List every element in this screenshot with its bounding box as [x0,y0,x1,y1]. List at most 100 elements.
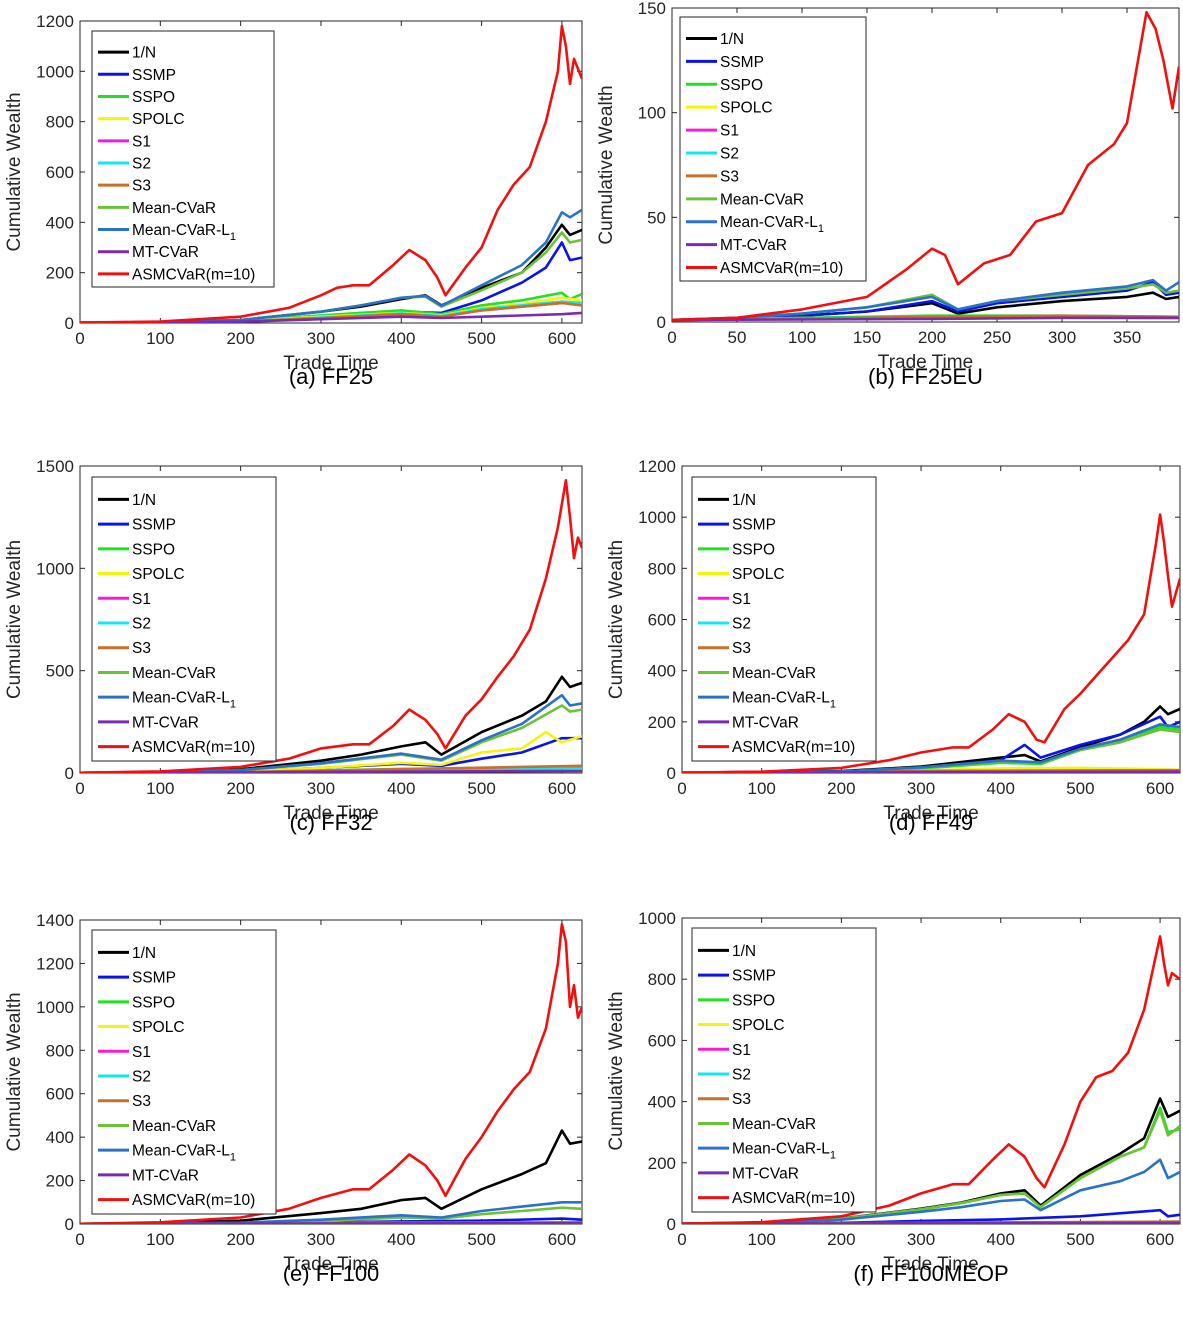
y-tick-label: 500 [46,662,74,681]
legend: 1/N SSMP SSPO SPOLC S1 S2 S3 Mean-CVaR Mean-CVaR… [91,476,277,762]
legend-label-sspo: SSPO [732,541,775,558]
y-tick-label: 1000 [638,909,676,928]
y-tick-label: 200 [46,1172,74,1191]
chart-panel-1: 0 100 200 300 400 500 600 0 200 400 600 800 1000 1200… [4,12,583,389]
x-tick-label: 300 [907,1230,935,1249]
y-tick-label: 50 [647,208,666,227]
legend-label-subscript: 1 [830,699,836,711]
legend-label-text: S3 [132,640,151,657]
x-tick-label: 100 [146,1230,174,1249]
legend-label-ssmp: SSMP [732,968,776,985]
chart-panel-4: 0 100 200 300 400 500 600 0 200 400 600 800 1000 1200… [606,457,1181,835]
x-tick-label: 200 [918,328,946,347]
x-tick-label: 200 [226,779,254,798]
legend-label-text: Mean-CVaR-L [732,1141,830,1158]
legend-label-text: SSMP [132,970,176,987]
series-line-mean-cvar-l [672,278,1179,322]
y-tick-label: 800 [46,1041,74,1060]
series-line-asmcvar-m-10 [80,24,582,323]
y-axis-label: Cumulative Wealth [4,540,25,699]
series-group [682,513,1180,773]
x-tick-label: 0 [677,1230,686,1249]
legend-label-text: 1/N [132,492,156,509]
legend-label-text: 1/N [132,45,156,62]
x-tick-label: 600 [548,329,576,348]
legend-label-text: Mean-CVaR [132,665,216,682]
legend-label-subscript: 1 [230,699,236,711]
legend: 1/N SSMP SSPO SPOLC S1 S2 S3 Mean-CVaR Mean-CVaR… [91,30,275,288]
legend-label-sspo: SSPO [132,994,175,1011]
legend-label-text: S1 [732,1042,751,1059]
legend-label-mean-cvar-l: Mean-CVaR-L1 [720,214,824,235]
series-line-asmcvar-m-10 [682,513,1180,773]
legend-label-text: Mean-CVaR [720,191,804,208]
x-tick-label: 200 [226,329,254,348]
legend-label-s1: S1 [732,1042,751,1059]
x-axis-label: Trade Time [283,353,378,374]
legend-label-mean-cvar: Mean-CVaR [732,665,816,682]
x-tick-label: 300 [307,779,335,798]
legend-label-s1: S1 [132,1044,151,1061]
y-tick-label: 400 [46,213,74,232]
series-group [672,10,1179,322]
legend-label-text: Mean-CVaR [132,200,216,217]
legend-label-1-n: 1/N [732,943,756,960]
y-tick-label: 400 [648,662,676,681]
y-tick-label: 0 [65,1215,74,1234]
legend-label-text: ASMCVaR(m=10) [732,739,855,756]
x-tick-label: 0 [75,1230,84,1249]
series-group [80,24,582,323]
legend: 1/N SSMP SSPO SPOLC S1 S2 S3 Mean-CVaR Mean-CVaR… [691,476,877,762]
x-tick-label: 300 [907,779,935,798]
legend-label-text: 1/N [720,31,744,48]
y-axis-label: Cumulative Wealth [4,92,25,251]
legend-label-text: S1 [720,123,739,140]
legend-label-text: Mean-CVaR-L [720,214,818,231]
x-axis-label: Trade Time [878,352,973,373]
series-line-mt-cvar [80,311,582,323]
legend-label-text: S3 [720,168,739,185]
y-tick-label: 800 [46,113,74,132]
legend-label-text: ASMCVaR(m=10) [132,1192,255,1209]
legend-label-text: SSPO [732,992,775,1009]
legend-label-s3: S3 [732,1091,751,1108]
x-tick-label: 500 [467,329,495,348]
legend-label-mt-cvar: MT-CVaR [132,244,199,261]
x-tick-label: 0 [75,329,84,348]
chart-panel-5: 0 100 200 300 400 500 600 0 200 400 600 800 1000 1200… [4,911,583,1286]
legend-label-text: S2 [132,156,151,173]
legend-label-mean-cvar-l: Mean-CVaR-L1 [132,222,236,243]
series-line-mean-cvar-l [80,693,582,773]
x-tick-label: 0 [677,779,686,798]
legend-label-s2: S2 [732,1067,751,1084]
legend-label-1-n: 1/N [132,945,156,962]
y-axis-label: Cumulative Wealth [596,85,617,244]
y-tick-label: 600 [46,1085,74,1104]
legend-label-text: S1 [132,1044,151,1061]
x-tick-label: 250 [983,328,1011,347]
legend-label-text: SSPO [720,77,763,94]
legend: 1/N SSMP SSPO SPOLC S1 S2 S3 Mean-CVaR Mean-CVaR… [691,927,877,1213]
x-axis-label: Trade Time [883,803,978,824]
y-tick-label: 600 [648,611,676,630]
legend-label-text: S2 [732,616,751,633]
y-tick-label: 800 [648,970,676,989]
x-tick-label: 100 [146,779,174,798]
y-tick-label: 0 [667,1215,676,1234]
legend-label-text: 1/N [732,492,756,509]
legend-label-text: S3 [132,178,151,195]
y-tick-label: 1000 [638,508,676,527]
legend-label-1-n: 1/N [720,31,744,48]
legend-label-asmcvar-m-10: ASMCVaR(m=10) [732,739,855,756]
legend-label-subscript: 1 [230,1152,236,1164]
legend-label-mean-cvar: Mean-CVaR [132,665,216,682]
legend-label-text: SPOLC [732,1017,785,1034]
legend-label-text: SSMP [132,67,176,84]
legend-label-text: Mean-CVaR-L [732,690,830,707]
legend-label-text: ASMCVaR(m=10) [720,260,843,277]
legend-label-text: Mean-CVaR-L [132,690,230,707]
x-axis-label: Trade Time [883,1254,978,1275]
legend-label-asmcvar-m-10: ASMCVaR(m=10) [132,266,255,283]
y-axis-label: Cumulative Wealth [606,991,627,1150]
x-axis-label: Trade Time [283,803,378,824]
